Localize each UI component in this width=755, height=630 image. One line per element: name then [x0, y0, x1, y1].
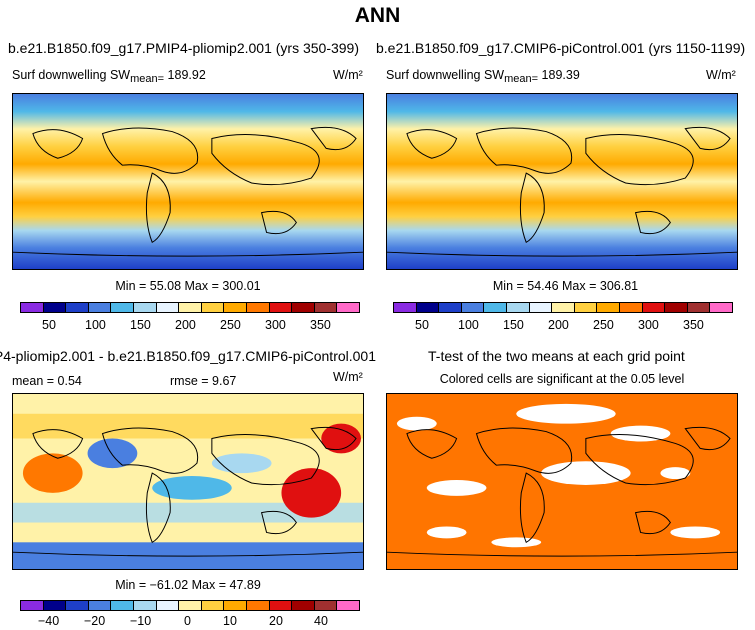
- cb2-swatch: [484, 303, 507, 312]
- panel-3-units: W/m²: [333, 370, 363, 384]
- cb3-swatch: [133, 601, 157, 610]
- cb3-swatch: [88, 601, 112, 610]
- cb1-swatch: [66, 303, 89, 312]
- panel-1-stats: Min = 55.08 Max = 300.01: [115, 279, 261, 293]
- cb2-tick: 200: [548, 318, 569, 332]
- cb2-swatch: [439, 303, 462, 312]
- panel-3-mean: mean = 0.54: [12, 374, 82, 388]
- cb2-swatch: [687, 303, 711, 312]
- cb2-tick: 300: [638, 318, 659, 332]
- cb3-swatch: [201, 601, 225, 610]
- panel-4-map: [386, 393, 738, 570]
- cb1-swatch: [21, 303, 44, 312]
- panel-1-map: [12, 93, 364, 270]
- cb2-swatch: [574, 303, 598, 312]
- cb3-swatch: [21, 601, 44, 610]
- cb2-swatch: [394, 303, 417, 312]
- cb1-swatch: [201, 303, 225, 312]
- cb3-swatch: [292, 601, 315, 610]
- cb3-swatch: [269, 601, 293, 610]
- cb2-swatch: [710, 303, 732, 312]
- cb2-swatch: [642, 303, 666, 312]
- cb1-tick: 200: [175, 318, 196, 332]
- panel-2-colorbar: [393, 302, 733, 313]
- cb3-tick: 40: [314, 614, 328, 628]
- panel-3-stats: Min = −61.02 Max = 47.89: [115, 578, 261, 592]
- cb1-tick: 250: [220, 318, 241, 332]
- cb1-swatch: [337, 303, 359, 312]
- cb3-swatch: [224, 601, 247, 610]
- cb3-swatch: [179, 601, 202, 610]
- cb1-swatch: [179, 303, 202, 312]
- cb3-tick: −10: [130, 614, 152, 628]
- panel-2-variable: Surf downwelling SWmean= 189.39: [386, 68, 580, 85]
- cb2-swatch: [619, 303, 643, 312]
- panel-4-title: T-test of the two means at each grid poi…: [428, 348, 685, 364]
- cb1-tick: 100: [85, 318, 106, 332]
- panel-2-map: [386, 93, 738, 270]
- cb3-swatch: [337, 601, 359, 610]
- cb1-swatch: [314, 303, 338, 312]
- cb1-swatch: [269, 303, 293, 312]
- cb1-tick: 50: [42, 318, 56, 332]
- cb2-swatch: [461, 303, 485, 312]
- cb2-swatch: [506, 303, 530, 312]
- cb2-tick: 250: [593, 318, 614, 332]
- cb3-tick: 10: [223, 614, 237, 628]
- cb3-swatch: [43, 601, 67, 610]
- figure-title: ANN: [354, 4, 401, 27]
- panel-2-stats: Min = 54.46 Max = 306.81: [492, 279, 639, 293]
- cb2-tick: 150: [503, 318, 524, 332]
- cb1-swatch: [246, 303, 270, 312]
- cb2-swatch: [552, 303, 575, 312]
- cb3-swatch: [111, 601, 134, 610]
- cb2-tick: 350: [683, 318, 704, 332]
- cb1-swatch: [88, 303, 112, 312]
- panel-2-units: W/m²: [706, 68, 736, 82]
- cb1-swatch: [224, 303, 247, 312]
- cb3-swatch: [246, 601, 270, 610]
- panel-1-variable: Surf downwelling SWmean= 189.92: [12, 68, 206, 85]
- cb2-swatch: [529, 303, 553, 312]
- cb1-swatch: [156, 303, 180, 312]
- cb1-swatch: [43, 303, 67, 312]
- cb2-swatch: [665, 303, 688, 312]
- cb1-tick: 150: [130, 318, 151, 332]
- cb2-swatch: [416, 303, 440, 312]
- cb3-swatch: [66, 601, 89, 610]
- panel-4-subtitle: Colored cells are significant at the 0.0…: [439, 372, 685, 386]
- cb1-swatch: [133, 303, 157, 312]
- panel-1-colorbar: [20, 302, 360, 313]
- cb2-tick: 100: [458, 318, 479, 332]
- panel-3-map: [12, 393, 364, 570]
- cb2-swatch: [597, 303, 620, 312]
- cb2-tick: 50: [415, 318, 429, 332]
- cb3-tick: −20: [84, 614, 106, 628]
- cb1-swatch: [111, 303, 134, 312]
- panel-1-case-title: b.e21.B1850.f09_g17.PMIP4-pliomip2.001 (…: [8, 40, 359, 56]
- cb3-tick: −40: [38, 614, 60, 628]
- cb1-tick: 300: [265, 318, 286, 332]
- cb1-tick: 350: [310, 318, 331, 332]
- panel-2-case-title: b.e21.B1850.f09_g17.CMIP6-piControl.001 …: [376, 40, 746, 56]
- cb1-swatch: [292, 303, 315, 312]
- cb3-tick: 0: [184, 614, 191, 628]
- cb3-tick: 20: [269, 614, 283, 628]
- panel-1-units: W/m²: [333, 68, 363, 82]
- panel-3-colorbar: [20, 600, 360, 611]
- cb3-swatch: [314, 601, 338, 610]
- panel-3-case-title: b.e21.B1850.f09_g17.PMIP4-pliomip2.001 -…: [0, 348, 376, 364]
- panel-3-rmse: rmse = 9.67: [170, 374, 237, 388]
- cb3-swatch: [156, 601, 180, 610]
